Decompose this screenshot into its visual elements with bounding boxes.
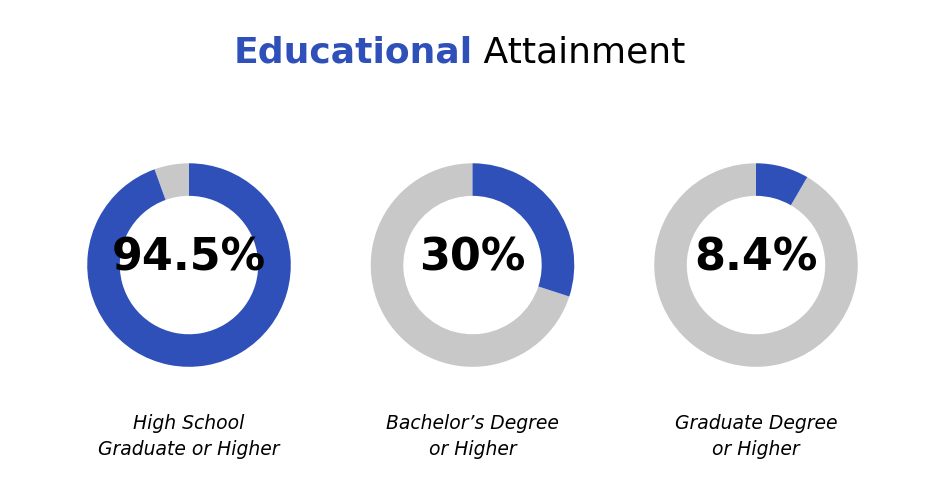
Text: 94.5%: 94.5% [111,236,266,279]
Text: High School
Graduate or Higher: High School Graduate or Higher [98,413,279,458]
Text: 8.4%: 8.4% [694,236,817,279]
Text: Bachelor’s Degree
or Higher: Bachelor’s Degree or Higher [386,413,558,458]
Wedge shape [155,164,189,200]
Text: Attainment: Attainment [472,35,685,69]
Wedge shape [87,164,291,367]
Text: 30%: 30% [419,236,525,279]
Text: Graduate Degree
or Higher: Graduate Degree or Higher [674,413,836,458]
Wedge shape [755,164,806,206]
Wedge shape [653,164,857,367]
Text: Educational: Educational [233,35,472,69]
Wedge shape [370,164,568,367]
Wedge shape [472,164,574,297]
